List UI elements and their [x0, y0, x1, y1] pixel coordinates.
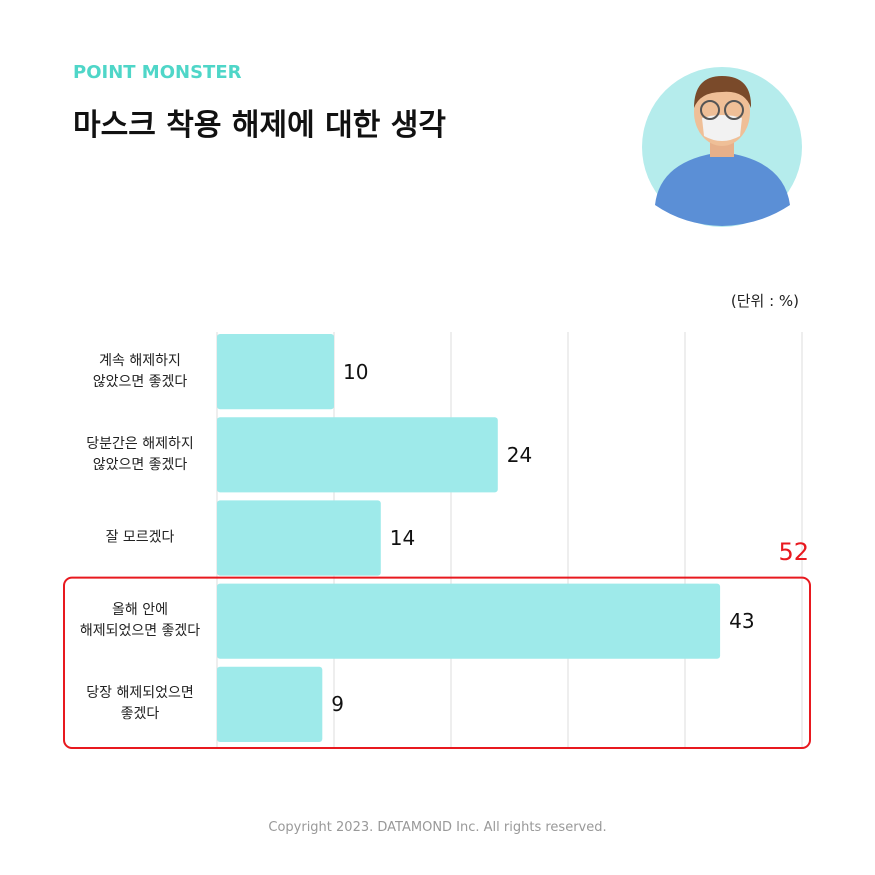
highlight-box	[63, 576, 811, 749]
y-tick-label: 잘 모르겠다	[105, 529, 175, 546]
value-label: 9	[331, 692, 345, 717]
value-label: 24	[506, 442, 533, 467]
value-label: 43	[729, 609, 755, 634]
value-label: 14	[389, 526, 416, 550]
brand: POINT MONSTER	[73, 62, 242, 83]
bar	[217, 500, 381, 576]
value-label: 10	[343, 359, 369, 384]
bar	[217, 666, 323, 742]
bar	[217, 583, 721, 659]
avatar	[642, 67, 802, 227]
bar	[217, 417, 498, 493]
footer: Copyright 2023. DATAMOND Inc. All rights…	[268, 820, 607, 835]
chart-title: 마스크 착용 해제에 대한 생각	[73, 108, 446, 143]
unit-label: (단위 : %)	[730, 292, 799, 310]
y-tick-label: 올해 안에 해제되었으면 좋겠다	[79, 602, 201, 640]
y-tick-label: 계속 해제하지 않았으면 좋겠다	[92, 352, 188, 390]
bar	[217, 334, 334, 410]
y-tick-label: 당장 해제되었으면 좋겠다	[86, 685, 194, 723]
y-tick-label: 당분간은 해제하지 않았으면 좋겠다	[86, 435, 194, 473]
annotation: 52	[778, 537, 809, 566]
